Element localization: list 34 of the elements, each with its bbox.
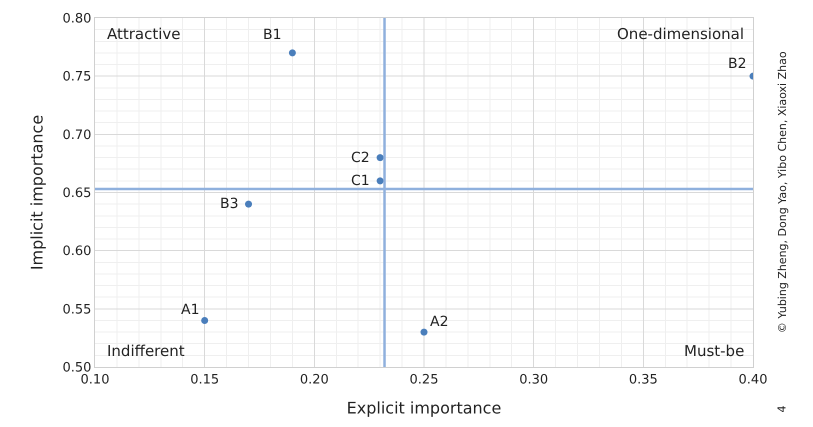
- point: [201, 316, 208, 324]
- point: [376, 154, 384, 162]
- point: [420, 328, 428, 336]
- x-tick-label: 0.30: [519, 372, 548, 388]
- annotation: A2: [430, 314, 448, 330]
- point: [288, 49, 296, 56]
- y-tick-label: 0.70: [62, 128, 92, 143]
- x-tick-label: 0.10: [80, 372, 110, 388]
- y-tick-label: 0.75: [62, 70, 92, 85]
- x-tick-label: 0.20: [300, 372, 329, 388]
- annotation: Indifferent: [107, 342, 185, 360]
- annotation: B1: [263, 27, 282, 43]
- text: 4: [776, 405, 789, 412]
- x-tick-label: 0.25: [410, 372, 438, 388]
- annotation: Attractive: [107, 25, 181, 43]
- x-tick-label: 0.35: [628, 372, 658, 388]
- annotation: A1: [181, 302, 200, 318]
- y-tick-label: 0.60: [62, 244, 92, 260]
- y-axis-title: Implicit importance: [27, 114, 46, 270]
- x-tick-label: 0.15: [190, 372, 220, 388]
- y-tick-label: 0.65: [62, 186, 92, 202]
- annotation: Must-be: [684, 342, 744, 360]
- point: [245, 200, 252, 208]
- text: © Yubing Zheng, Dong Yao, Yibo Chen, Xiaoxi Zhao: [776, 51, 790, 334]
- point: [376, 177, 384, 184]
- annotation: C2: [351, 150, 370, 166]
- annotation: B2: [728, 56, 747, 72]
- annotation: C1: [351, 173, 370, 189]
- y-tick-label: 0.55: [62, 302, 92, 318]
- annotation: One-dimensional: [617, 25, 744, 43]
- y-tick-label: 0.80: [62, 12, 92, 27]
- x-tick-label: 0.40: [738, 372, 768, 388]
- annotation: B3: [220, 196, 239, 212]
- x-axis-title: Explicit importance: [346, 398, 502, 418]
